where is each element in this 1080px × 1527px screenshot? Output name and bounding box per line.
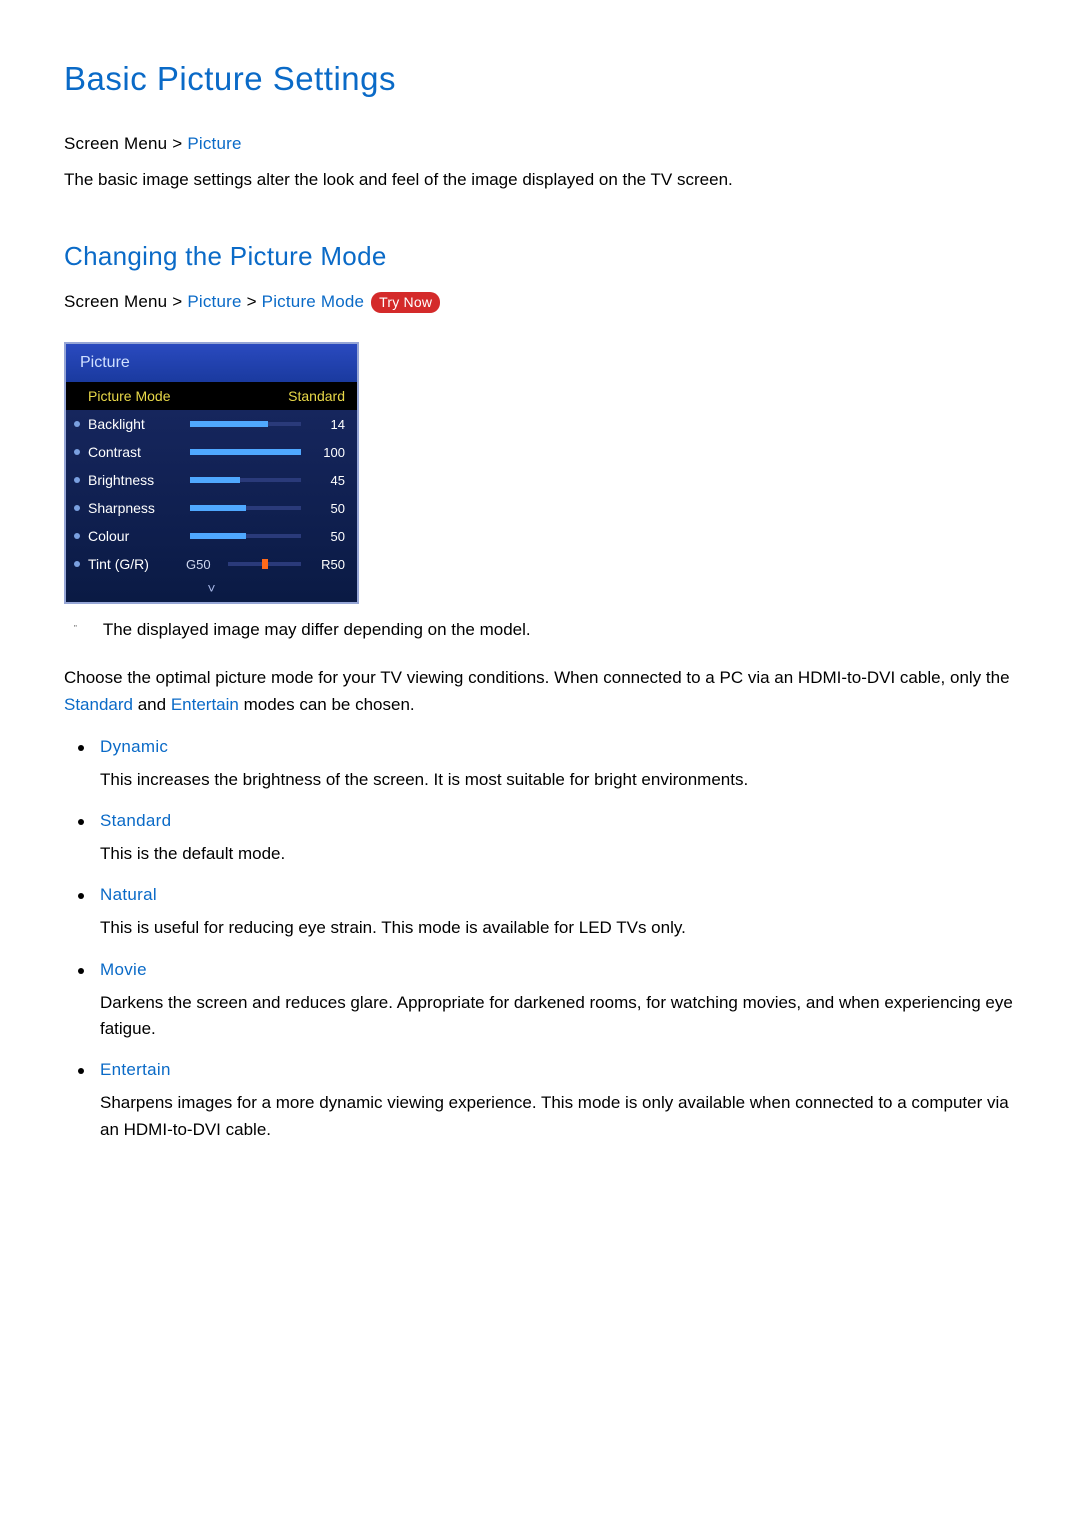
row-value: 45 [313,473,345,488]
row-value: Standard [186,388,345,404]
mode-item-dynamic: Dynamic This increases the brightness of … [64,737,1016,793]
slider[interactable] [190,478,301,482]
mode-item-entertain: Entertain Sharpens images for a more dyna… [64,1060,1016,1143]
slider-fill [190,477,240,483]
bullet-icon [74,449,80,455]
breadcrumb-sep: > [172,292,182,311]
slider-fill [190,533,246,539]
mode-item-natural: Natural This is useful for reducing eye s… [64,885,1016,941]
slider-fill [190,505,246,511]
tint-slider[interactable] [228,562,301,566]
tv-menu-mock: Picture Picture Mode Standard Backlight 1… [64,342,359,604]
breadcrumb-picture: Screen Menu > Picture [64,134,1016,154]
bullet-icon [74,561,80,567]
bullet-icon [74,505,80,511]
breadcrumb-mid: Picture [187,292,241,311]
description-text: Choose the optimal picture mode for your… [64,664,1016,718]
mode-desc: Darkens the screen and reduces glare. Ap… [100,990,1016,1043]
mode-name: Movie [100,960,1016,980]
row-label: Brightness [88,472,178,488]
mode-name: Standard [100,811,1016,831]
mode-desc: This is the default mode. [100,841,1016,867]
tint-left: G50 [186,557,216,572]
row-value: 100 [313,445,345,460]
slider[interactable] [190,506,301,510]
slider[interactable] [190,450,301,454]
tint-right: R50 [313,557,345,572]
mode-desc: Sharpens images for a more dynamic viewi… [100,1090,1016,1143]
bullet-icon [74,421,80,427]
mode-item-standard: Standard This is the default mode. [64,811,1016,867]
footnote-text: The displayed image may differ depending… [103,620,531,640]
desc-link-standard: Standard [64,695,133,714]
intro-text: The basic image settings alter the look … [64,166,1016,193]
row-value: 14 [313,417,345,432]
slider[interactable] [190,534,301,538]
breadcrumb-root: Screen Menu [64,134,167,153]
try-now-badge[interactable]: Try Now [371,292,440,313]
mode-name: Entertain [100,1060,1016,1080]
row-value: 50 [313,529,345,544]
breadcrumb-sep: > [247,292,257,311]
tv-row-sharpness[interactable]: Sharpness 50 [66,494,357,522]
desc-link-entertain: Entertain [171,695,239,714]
breadcrumb-root: Screen Menu [64,292,167,311]
chevron-down-icon[interactable]: ˅ [66,578,357,602]
slider-fill [190,449,301,455]
breadcrumb-picture-mode: Screen Menu > Picture > Picture Mode Try… [64,292,1016,312]
slider[interactable] [190,422,301,426]
tv-row-backlight[interactable]: Backlight 14 [66,410,357,438]
row-label: Backlight [88,416,178,432]
section-title: Changing the Picture Mode [64,241,1016,272]
bullet-icon [74,477,80,483]
mode-list: Dynamic This increases the brightness of … [64,737,1016,1143]
page-title: Basic Picture Settings [64,60,1016,98]
bullet-icon [74,533,80,539]
mode-desc: This increases the brightness of the scr… [100,767,1016,793]
tv-menu-title: Picture [66,344,357,382]
row-value: 50 [313,501,345,516]
mode-desc: This is useful for reducing eye strain. … [100,915,1016,941]
tint-mark [262,559,268,569]
footnote-mark: " [74,624,77,633]
breadcrumb-sep: > [172,134,182,153]
row-label: Colour [88,528,178,544]
breadcrumb-leaf: Picture Mode [262,292,365,311]
mode-item-movie: Movie Darkens the screen and reduces glar… [64,960,1016,1043]
tv-row-picture-mode[interactable]: Picture Mode Standard [66,382,357,410]
desc-mid: and [133,695,171,714]
tv-row-tint[interactable]: Tint (G/R) G50 R50 [66,550,357,578]
tv-row-colour[interactable]: Colour 50 [66,522,357,550]
tv-row-contrast[interactable]: Contrast 100 [66,438,357,466]
row-label: Picture Mode [88,388,178,404]
tv-row-brightness[interactable]: Brightness 45 [66,466,357,494]
mode-name: Dynamic [100,737,1016,757]
row-label: Tint (G/R) [88,556,178,572]
row-label: Contrast [88,444,178,460]
breadcrumb-leaf: Picture [187,134,241,153]
desc-pre: Choose the optimal picture mode for your… [64,668,1010,687]
slider-fill [190,421,268,427]
mode-name: Natural [100,885,1016,905]
row-label: Sharpness [88,500,178,516]
footnote: " The displayed image may differ dependi… [64,620,1016,640]
desc-post: modes can be chosen. [239,695,415,714]
